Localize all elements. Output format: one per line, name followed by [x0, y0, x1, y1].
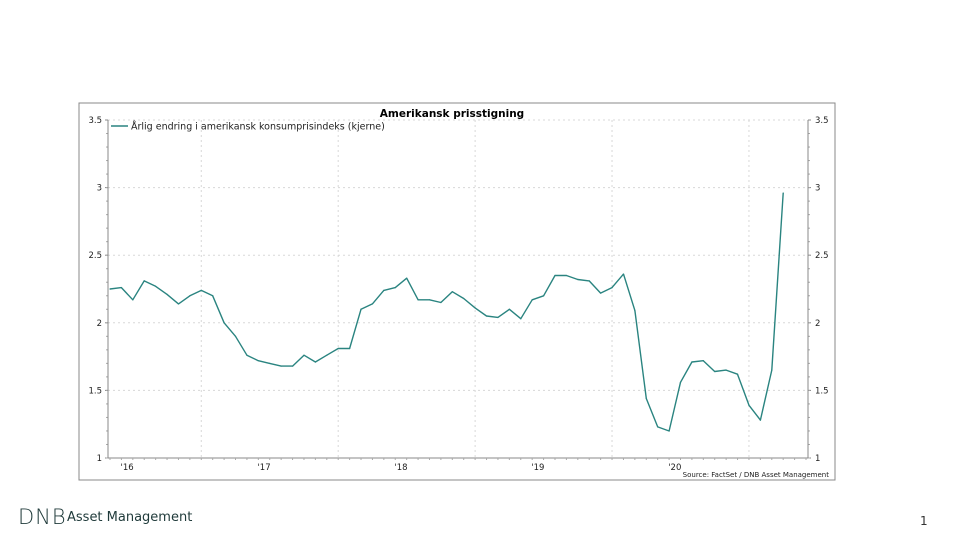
data-point — [314, 361, 316, 363]
y-tick-label-left: 1 — [97, 454, 102, 464]
data-point — [291, 365, 294, 367]
data-point — [463, 297, 465, 300]
data-point — [782, 192, 784, 194]
data-point — [303, 354, 305, 356]
data-point — [577, 278, 579, 281]
data-point — [246, 354, 248, 356]
data-point — [200, 289, 202, 291]
dnb-logo: DNB — [18, 505, 67, 529]
data-point — [109, 288, 111, 290]
data-point — [485, 315, 488, 317]
data-point — [349, 347, 351, 350]
data-point — [474, 307, 476, 309]
data-point — [748, 404, 750, 406]
data-point — [360, 308, 362, 310]
data-point — [508, 308, 510, 310]
page-number: 1 — [920, 514, 928, 528]
chart-frame — [78, 102, 836, 481]
data-point — [269, 362, 271, 364]
y-tick-label-right: 1 — [815, 454, 820, 464]
y-tick-label-left: 3 — [97, 184, 102, 194]
data-point — [132, 299, 134, 301]
data-point — [280, 365, 282, 367]
x-tick-label: '16 — [121, 463, 134, 473]
y-tick-label-left: 2 — [97, 319, 102, 329]
chart-title: Amerikansk prisstigning — [380, 108, 524, 120]
company-name: Asset Management — [67, 510, 193, 525]
x-tick-label: '19 — [531, 463, 544, 473]
data-point — [166, 293, 168, 296]
legend-label: Årlig endring i amerikansk konsumprisind… — [131, 121, 385, 133]
data-point — [702, 360, 704, 362]
y-tick-label-left: 2.5 — [88, 251, 102, 261]
data-point — [189, 295, 191, 297]
data-point — [531, 299, 533, 301]
data-point — [668, 430, 670, 432]
legend: Årlig endring i amerikansk konsumprisind… — [111, 121, 385, 133]
data-point — [565, 274, 568, 277]
data-point — [155, 285, 157, 287]
data-point — [554, 274, 556, 277]
data-point — [645, 397, 647, 400]
data-point — [600, 292, 602, 294]
data-point — [657, 426, 659, 428]
data-point — [611, 287, 613, 289]
data-point — [736, 373, 739, 375]
y-tick-label-right: 2 — [815, 319, 820, 329]
data-point — [257, 360, 259, 362]
y-tick-label-right: 1.5 — [815, 386, 829, 396]
data-point — [223, 322, 225, 324]
data-point — [771, 369, 773, 371]
axes: 1 1 1.5 1.5 2 2 2.5 2.5 3 3 3.5 3.5 '16 '17 '18 '19 '20 — [88, 116, 828, 473]
y-tick-label-right: 2.5 — [815, 251, 829, 261]
data-point — [440, 301, 442, 304]
data-point — [714, 370, 716, 373]
data-point — [497, 316, 499, 318]
data-point — [691, 361, 693, 363]
data-point — [383, 289, 385, 291]
data-point — [451, 291, 453, 293]
data-point — [679, 381, 682, 383]
data-point — [428, 299, 431, 301]
data-point — [177, 303, 180, 305]
y-tick-label-right: 3.5 — [815, 116, 829, 126]
source-note: Source: FactSet / DNB Asset Management — [683, 471, 830, 479]
data-point — [406, 277, 408, 279]
data-point — [371, 303, 374, 305]
data-point — [212, 295, 214, 297]
data-point — [143, 280, 145, 282]
data-point — [588, 280, 590, 282]
data-point — [234, 335, 237, 337]
data-point — [520, 318, 522, 320]
data-point — [542, 295, 545, 297]
x-tick-label: '18 — [394, 463, 407, 473]
x-tick-label: '17 — [257, 463, 270, 473]
x-tick-label: '20 — [668, 463, 681, 473]
data-point — [120, 287, 123, 289]
data-point — [622, 273, 625, 275]
data-point — [417, 299, 419, 301]
data-point — [326, 354, 328, 356]
data-point — [759, 419, 761, 421]
data-point — [634, 310, 636, 312]
y-tick-label-left: 1.5 — [88, 386, 102, 396]
data-point — [337, 347, 339, 350]
data-point — [725, 369, 727, 371]
series-line — [109, 192, 784, 432]
data-point — [394, 287, 396, 289]
series — [109, 192, 784, 432]
y-tick-label-left: 3.5 — [88, 116, 102, 126]
y-tick-label-right: 3 — [815, 184, 820, 194]
